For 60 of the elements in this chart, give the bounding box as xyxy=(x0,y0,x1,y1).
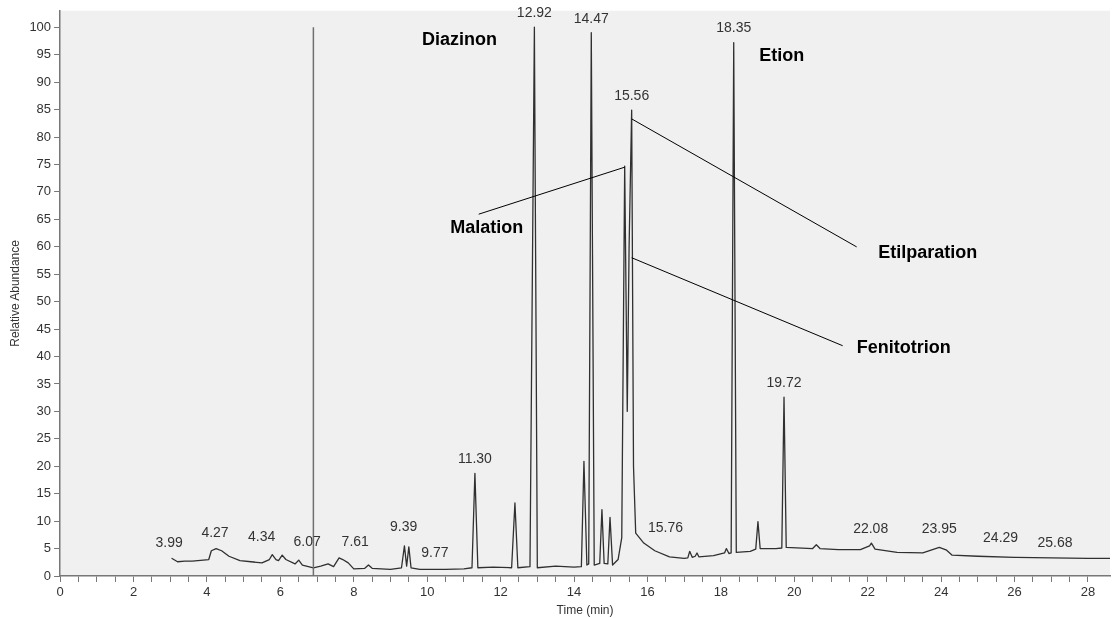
y-tick-label: 100 xyxy=(29,18,52,34)
x-tick-label: 6 xyxy=(276,584,284,600)
y-tick-label: 20 xyxy=(36,457,52,473)
y-tick-label: 90 xyxy=(36,73,52,89)
annotation: 18.35 xyxy=(716,19,752,36)
annotation: Etion xyxy=(759,44,805,65)
x-tick-label: 2 xyxy=(129,584,138,600)
annotation: 4.34 xyxy=(248,527,276,544)
x-tick-label: 26 xyxy=(1007,584,1022,600)
annotation: Malation xyxy=(450,217,524,238)
annotation: Fenitotrion xyxy=(856,336,951,357)
x-tick-label: 18 xyxy=(713,584,729,600)
annotation: 3.99 xyxy=(155,533,183,550)
y-axis-title: Relative Abundance xyxy=(7,239,22,347)
annotation: 24.29 xyxy=(983,528,1019,545)
annotation: 22.08 xyxy=(853,519,889,536)
x-axis-title: Time (min) xyxy=(556,603,614,618)
annotation: 15.56 xyxy=(614,86,650,103)
y-tick-label: 70 xyxy=(36,183,52,199)
annotation: 15.76 xyxy=(647,519,684,536)
y-tick-label: 5 xyxy=(43,540,52,556)
y-tick-label: 50 xyxy=(36,293,52,309)
x-tick-label: 20 xyxy=(787,584,802,600)
x-tick-label: 14 xyxy=(566,584,582,600)
x-tick-label: 8 xyxy=(350,584,358,600)
annotation: 23.95 xyxy=(921,520,958,537)
y-tick-label: 30 xyxy=(36,402,52,418)
annotation: 25.68 xyxy=(1037,533,1073,550)
x-tick-label: 12 xyxy=(493,584,508,600)
x-tick-label: 10 xyxy=(419,584,435,600)
x-tick-label: 16 xyxy=(640,584,655,600)
x-tick-label: 4 xyxy=(203,584,211,600)
y-tick-label: 80 xyxy=(36,128,52,144)
y-tick-label: 15 xyxy=(36,485,52,501)
x-tick-label: 0 xyxy=(56,584,64,600)
x-tick-label: 22 xyxy=(860,584,875,600)
y-tick-label: 40 xyxy=(36,348,52,364)
annotation: 14.47 xyxy=(573,9,610,26)
annotation: Diazinon xyxy=(421,29,497,50)
y-tick-label: 85 xyxy=(36,101,52,117)
y-tick-label: 75 xyxy=(36,156,52,172)
annotation: 12.92 xyxy=(516,4,553,21)
y-tick-label: 0 xyxy=(43,567,52,583)
y-tick-label: 65 xyxy=(36,210,52,226)
y-tick-label: 35 xyxy=(36,375,52,391)
annotation: 9.77 xyxy=(421,543,449,560)
annotation: 11.30 xyxy=(457,450,493,467)
annotation: 4.27 xyxy=(201,524,229,541)
y-tick-label: 45 xyxy=(36,320,52,336)
y-tick-label: 95 xyxy=(36,46,52,62)
annotation: 7.61 xyxy=(341,532,370,549)
y-tick-label: 55 xyxy=(36,265,52,281)
x-tick-label: 28 xyxy=(1080,584,1096,600)
annotation: Etilparation xyxy=(878,241,978,262)
y-tick-label: 60 xyxy=(36,238,52,254)
x-tick-label: 24 xyxy=(933,584,949,600)
y-tick-label: 10 xyxy=(36,512,52,528)
annotation: 19.72 xyxy=(766,373,802,390)
y-tick-label: 25 xyxy=(36,430,52,446)
annotation: 9.39 xyxy=(390,518,418,535)
